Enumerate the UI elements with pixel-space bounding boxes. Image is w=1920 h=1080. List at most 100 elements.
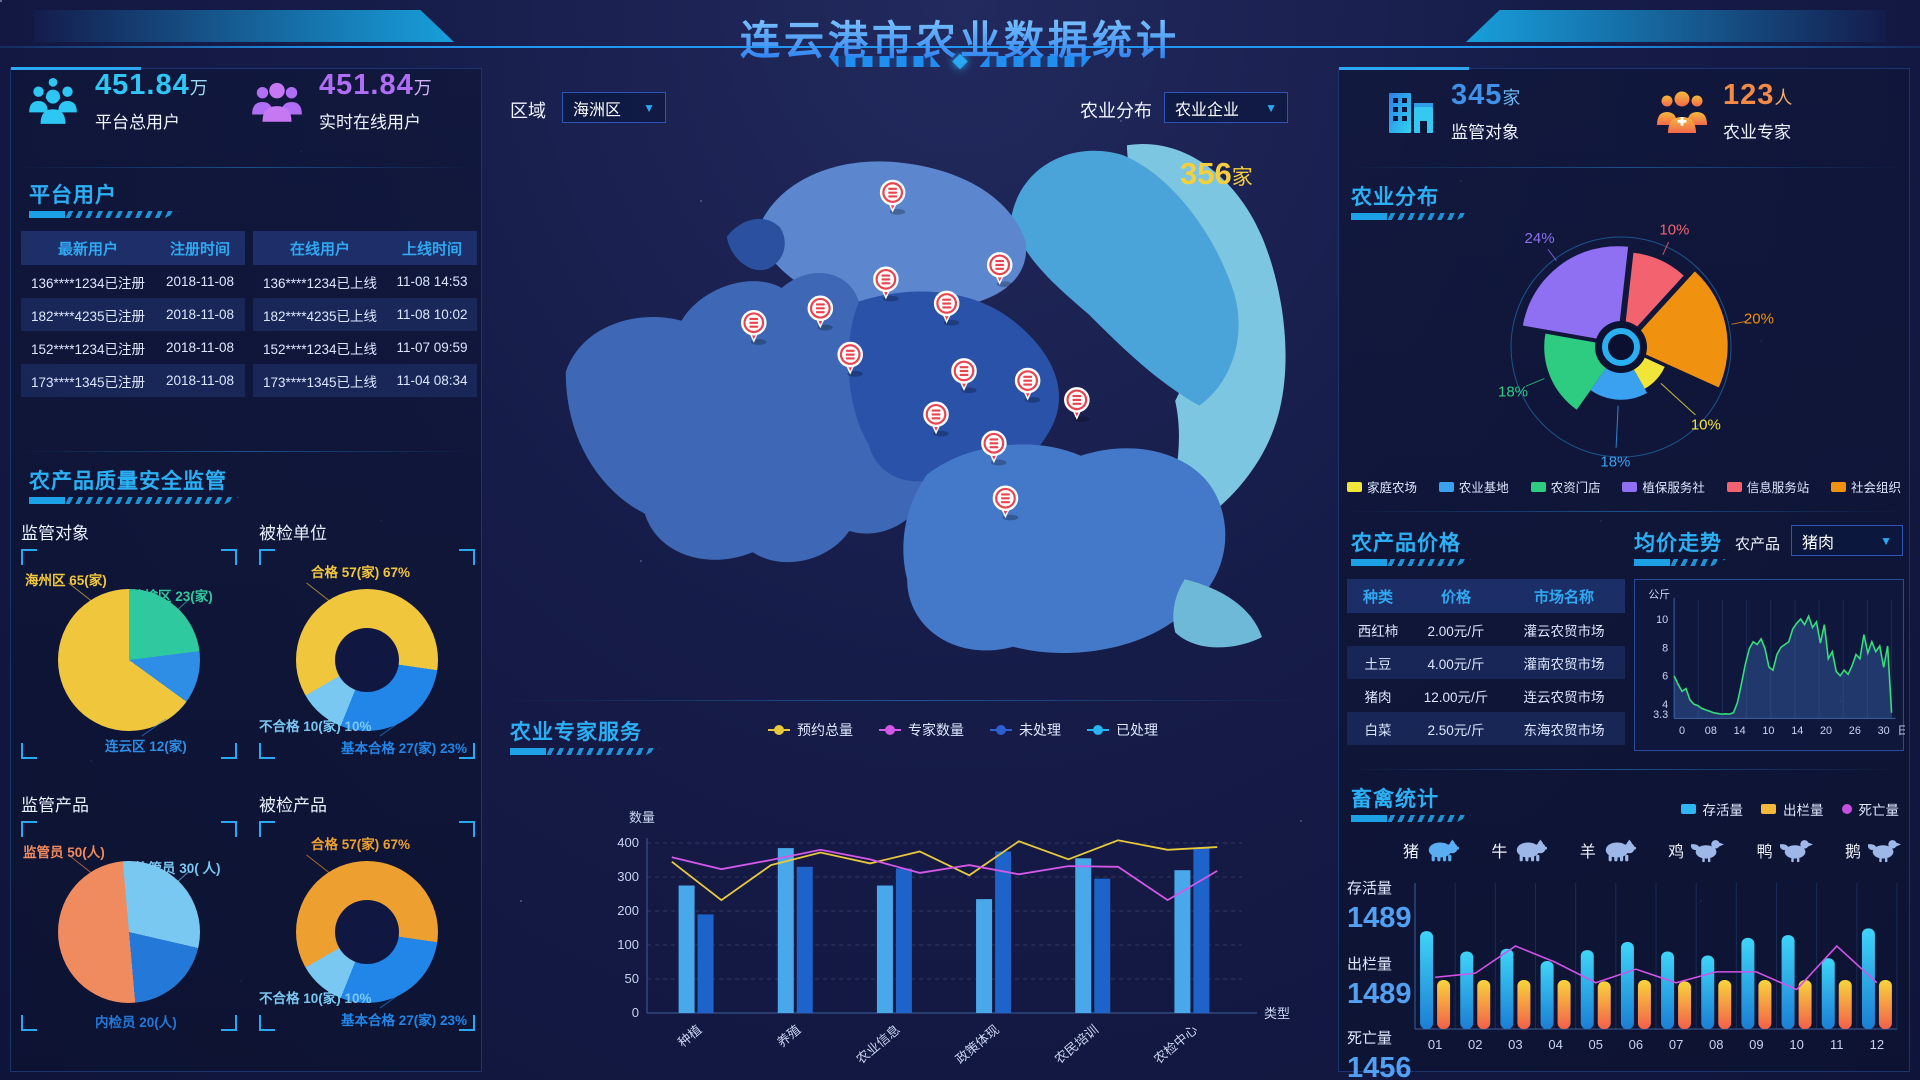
table-cell: 东海农贸市场 xyxy=(1523,722,1605,738)
animal-tab-pig-icon[interactable]: 猪 xyxy=(1403,837,1459,863)
legend-item[interactable]: 存活量 xyxy=(1680,799,1743,819)
legend-swatch xyxy=(990,725,1012,735)
map-pin[interactable] xyxy=(923,401,949,437)
bar xyxy=(1174,870,1191,1013)
map-pin[interactable] xyxy=(986,252,1013,288)
stat-label: 实时在线用户 xyxy=(319,113,421,132)
map-pin[interactable] xyxy=(873,266,899,302)
map-pin[interactable] xyxy=(981,430,1007,466)
category-label: 养殖 xyxy=(774,1022,804,1050)
pin-glyph xyxy=(888,195,897,198)
table-cell: 182****4235已注册 xyxy=(30,308,146,324)
legend-swatch xyxy=(1438,481,1454,492)
legend-label: 植保服务社 xyxy=(1642,481,1705,495)
section-title-product-price: 农产品价格 xyxy=(1351,532,1461,555)
legend-item[interactable]: 农资门店 xyxy=(1530,477,1601,496)
pin-glyph xyxy=(989,446,999,449)
pin-glyph xyxy=(815,307,825,310)
table-cell: 173****1345已注册 xyxy=(30,374,146,390)
month-label: 07 xyxy=(1669,1037,1683,1052)
corner-bracket xyxy=(21,1015,37,1031)
legend-item[interactable]: 农业基地 xyxy=(1438,477,1509,496)
animal-tab-duck-icon[interactable]: 鸭 xyxy=(1757,837,1813,863)
legend-item[interactable]: 已处理 xyxy=(1087,720,1158,740)
map-pin[interactable] xyxy=(807,295,834,331)
map-region-tail[interactable] xyxy=(1173,579,1262,648)
region-select[interactable]: 海洲区 ▼ xyxy=(562,92,666,123)
goose-icon xyxy=(1867,837,1901,863)
pin-glyph xyxy=(815,303,825,306)
bar xyxy=(1500,948,1514,1029)
legend-item[interactable]: 死亡量 xyxy=(1841,799,1899,819)
section-title-expert-service: 农业专家服务 xyxy=(510,721,642,744)
column-header: 价格 xyxy=(1409,579,1503,613)
legend-item[interactable]: 社会组织 xyxy=(1830,477,1901,496)
animal-tab-chicken-icon[interactable]: 鸡 xyxy=(1668,837,1724,863)
distribution-select[interactable]: 农业企业 ▼ xyxy=(1164,92,1288,123)
map-pin[interactable] xyxy=(1064,387,1090,423)
map-pin[interactable] xyxy=(879,179,906,215)
column-header: 在线用户 xyxy=(253,231,387,265)
table-cell: 12.00元/斤 xyxy=(1423,689,1489,705)
donut-chart xyxy=(296,861,438,1003)
map-pin[interactable] xyxy=(741,309,767,345)
y-axis-label: 公斤 xyxy=(1648,588,1670,601)
legend-item[interactable]: 出栏量 xyxy=(1761,799,1824,819)
pin-glyph xyxy=(888,191,897,194)
ornament-bar xyxy=(980,56,1092,67)
legend-item[interactable]: 信息服务站 xyxy=(1726,477,1809,496)
animal-tab-goose-icon[interactable]: 鹅 xyxy=(1845,837,1901,863)
animal-label: 鸭 xyxy=(1756,844,1773,861)
stat-unit: 万 xyxy=(189,78,209,98)
pin-glyph xyxy=(749,317,759,321)
column-header: 注册时间 xyxy=(155,231,245,265)
bar xyxy=(1477,980,1491,1029)
corner-bracket xyxy=(459,549,475,565)
distribution-label: 农业分布 xyxy=(1080,101,1152,121)
pin-glyph xyxy=(931,409,941,412)
map-region-northeast[interactable] xyxy=(1011,150,1239,406)
map-pin[interactable] xyxy=(951,358,977,394)
bar xyxy=(1517,980,1531,1029)
month-label: 05 xyxy=(1589,1037,1603,1052)
animal-tab-sheep-icon[interactable]: 羊 xyxy=(1580,837,1636,863)
table-cell: 土豆 xyxy=(1364,656,1392,672)
legend-item[interactable]: 未处理 xyxy=(990,720,1061,740)
mini-chart-title: 被检单位 xyxy=(259,524,327,543)
slice-label: 合格 57(家) 67% xyxy=(311,837,411,852)
region-map xyxy=(565,143,1286,653)
bar xyxy=(1075,858,1092,1013)
pin-glyph xyxy=(931,413,941,416)
rose-slice xyxy=(1522,246,1629,343)
map-region-center[interactable] xyxy=(848,291,1060,482)
bar xyxy=(1661,951,1675,1029)
chart-inspected-products: 被检产品 合格 57(家) 67% 基本合格 27(家) 23% 不合格 10(… xyxy=(259,791,475,1031)
category-label: 农民培训 xyxy=(1052,1022,1101,1067)
trend-product-select[interactable]: 猪肉 ▼ xyxy=(1791,525,1903,556)
legend-item[interactable]: 专家数量 xyxy=(879,720,964,740)
map-pin[interactable] xyxy=(837,341,863,377)
map-region-south[interactable] xyxy=(903,444,1226,653)
map-region-notch[interactable] xyxy=(726,218,785,271)
legend-item[interactable]: 家庭农场 xyxy=(1347,477,1417,496)
corner-bracket xyxy=(221,1015,237,1031)
legend-item[interactable]: 预约总量 xyxy=(768,720,853,740)
bar xyxy=(1557,980,1571,1029)
pin-glyph xyxy=(881,282,891,285)
map-pin[interactable] xyxy=(992,485,1019,521)
animal-tab-cow-icon[interactable]: 牛 xyxy=(1491,837,1547,863)
map-pin[interactable] xyxy=(933,290,960,326)
y-axis-label: 数量 xyxy=(629,810,655,825)
livestock-stat-slaughtered: 出栏量 1489 xyxy=(1347,953,1427,1011)
y-tick: 300 xyxy=(617,869,639,884)
trend-select-label: 农产品 xyxy=(1735,536,1781,553)
x-tick: 14 xyxy=(1791,725,1803,737)
table-cell: 182****4235已上线 xyxy=(262,308,378,324)
month-label: 09 xyxy=(1749,1037,1763,1052)
pin-glyph xyxy=(1023,379,1032,382)
legend-item[interactable]: 植保服务社 xyxy=(1622,477,1705,496)
map-pin[interactable] xyxy=(1014,367,1041,403)
category-label: 农检中心 xyxy=(1151,1022,1200,1067)
